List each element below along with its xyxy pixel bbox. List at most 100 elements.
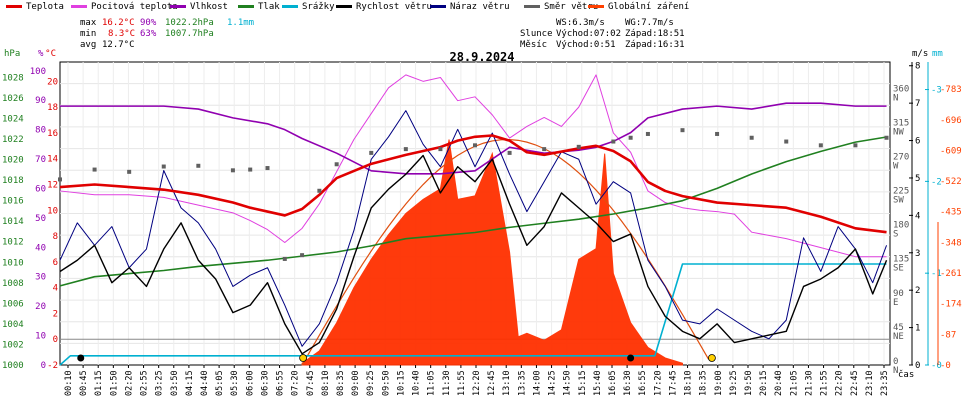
x-tick-label: 21:30	[804, 370, 814, 396]
wind-dir-tick-label: SW	[893, 196, 904, 206]
wind-dir-tick-label: SE	[893, 264, 904, 274]
stat-wg: WG:7.7m/s	[625, 18, 674, 28]
radiation-tick: -783	[940, 85, 962, 95]
x-tick-label: 12:20	[472, 370, 482, 396]
stat-moon-label: Měsíc	[520, 40, 548, 50]
x-tick-label: 19:50	[744, 370, 754, 396]
x-tick-label: 22:45	[850, 370, 860, 396]
stat-ws: WS:6.3m/s	[556, 18, 605, 28]
x-tick-label: 11:55	[457, 370, 467, 396]
rain-tick: -0	[931, 361, 942, 371]
stat-max-rain: 1.1mm	[227, 18, 255, 28]
wind-direction-point	[884, 135, 889, 140]
x-tick-label: 16:30	[623, 370, 633, 396]
wind-direction-point	[161, 164, 166, 169]
x-tick-label: 15:40	[593, 370, 603, 396]
pressure-tick: 1012	[2, 238, 24, 248]
x-tick-label: 17:45	[668, 370, 678, 396]
x-tick-label: 03:25	[155, 370, 165, 396]
legend-item: Tlak	[238, 2, 280, 12]
x-tick-label: 19:25	[729, 370, 739, 396]
x-tick-label: 18:35	[699, 370, 709, 396]
x-tick-label: 18:10	[684, 370, 694, 396]
pressure-tick: 1028	[2, 73, 24, 83]
radiation-tick: -522	[940, 177, 962, 187]
wind-dir-tick: 315	[893, 118, 909, 128]
pressure-tick: 1008	[2, 279, 24, 289]
wind-direction-point	[127, 169, 132, 174]
radiation-tick: -435	[940, 208, 962, 218]
stat-sun-label: Slunce	[520, 29, 553, 39]
wind-direction-point	[58, 177, 62, 182]
x-tick-label: 09:00	[351, 370, 361, 396]
x-tick-label: 01:50	[109, 370, 119, 396]
humidity-tick: 90	[35, 96, 46, 106]
wind-direction-point	[248, 167, 253, 172]
pressure-tick: 1016	[2, 197, 24, 207]
radiation-area-shape	[301, 139, 683, 366]
humidity-tick: 30	[35, 273, 46, 283]
wind-speed-tick: 0	[915, 361, 920, 371]
temperature-tick: 20	[47, 77, 58, 87]
wind-direction-point	[369, 150, 374, 155]
pressure-tick: 1010	[2, 258, 24, 268]
temperature-tick: 14	[47, 155, 58, 165]
wind-dir-tick: 360	[893, 84, 909, 94]
temperature-tick: 16	[47, 129, 58, 139]
x-tick-label: 04:40	[200, 370, 210, 396]
temperature-tick: 4	[53, 284, 58, 294]
temperature-tick: 10	[47, 206, 58, 216]
wind-direction-point	[473, 143, 477, 148]
x-tick-label: 00:10	[64, 370, 74, 396]
series-line-Tlak	[59, 136, 887, 287]
x-tick-label: 14:00	[532, 370, 542, 396]
x-tick-label: 16:55	[638, 370, 648, 396]
pressure-tick: 1022	[2, 135, 24, 145]
wind-direction-point	[334, 162, 339, 167]
humidity-tick: 10	[35, 332, 46, 342]
wind-direction-point	[645, 131, 650, 136]
stat-min-label: min	[80, 29, 97, 39]
legend-label: Srážky	[302, 2, 335, 12]
stat-min-hum: 63%	[140, 29, 157, 39]
pressure-tick: 1000	[2, 361, 24, 371]
legend-label: Pocitová teplota	[91, 2, 178, 12]
legend-item: Pocitová teplota	[71, 2, 178, 12]
wind-direction-point	[749, 135, 754, 140]
sunset-marker	[707, 354, 716, 362]
wind-speed-tick: 4	[915, 211, 920, 221]
radiation-tick: -87	[940, 330, 956, 340]
wind-direction-point	[576, 144, 581, 149]
humidity-tick: 50	[35, 214, 46, 224]
series-line-Teplota	[59, 134, 887, 234]
stat-moon-rise: Východ:0:51	[556, 40, 616, 50]
stat-max-label: max	[80, 18, 97, 28]
legend: Teplota Pocitová teplota Vlhkost Tlak Srážky…	[0, 0, 966, 14]
chart-title: 28.9.2024	[449, 50, 514, 64]
x-tick-label: 20:40	[774, 370, 784, 396]
wind-direction-point	[265, 166, 270, 171]
stat-max-temp: 16.2°C	[102, 18, 135, 28]
wind-speed-tick: 6	[915, 137, 920, 147]
legend-label: Rychlost větru	[356, 2, 432, 12]
legend-label: Teplota	[26, 2, 64, 12]
x-tick-label: 11:30	[442, 370, 452, 396]
x-tick-label: 10:15	[396, 370, 406, 396]
moonrise-marker	[77, 354, 85, 362]
stat-min-press: 1007.7hPa	[165, 29, 214, 39]
x-tick-label: 09:25	[366, 370, 376, 396]
legend-label: Náraz větru	[450, 2, 510, 12]
legend-swatch	[238, 5, 254, 8]
x-tick-label: 08:35	[336, 370, 346, 396]
x-tick-label: 07:20	[291, 370, 301, 396]
humidity-tick: 80	[35, 126, 46, 136]
series-line-Pocitová teplota	[59, 74, 887, 258]
pressure-tick: 1026	[2, 94, 24, 104]
legend-label: Tlak	[258, 2, 280, 12]
pressure-tick: 1004	[2, 320, 24, 330]
pressure-tick: 1006	[2, 299, 24, 309]
wind-dir-tick: 45	[893, 323, 904, 333]
pressure-tick: 1020	[2, 156, 24, 166]
x-tick-label: 23:10	[865, 370, 875, 396]
